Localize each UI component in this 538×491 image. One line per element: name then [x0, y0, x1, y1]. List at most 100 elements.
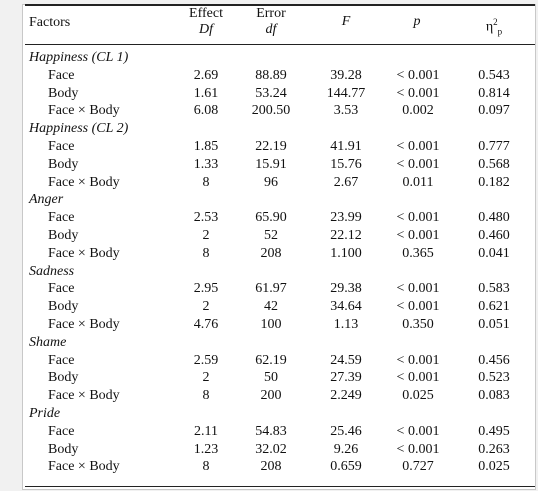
header-p: p — [413, 14, 421, 29]
error-df-cell: 200.50 — [251, 103, 291, 119]
anova-table — [22, 4, 536, 490]
table-row: Body 1.61 53.24 144.77 < 0.001 0.814 — [0, 85, 538, 102]
factor-cell: Face × Body — [48, 317, 120, 332]
f-value-cell: 9.26 — [333, 441, 359, 457]
section-title: Sadness — [29, 263, 75, 279]
f-value-cell: 39.28 — [330, 67, 362, 83]
eta-squared-cell: 0.480 — [478, 210, 510, 226]
p-value-cell: < 0.001 — [396, 67, 440, 83]
error-df-cell: 22.19 — [255, 139, 287, 154]
header-effect-df: Effect Df — [178, 6, 234, 38]
p-value-cell: < 0.001 — [396, 299, 440, 315]
eta-squared-cell: 0.025 — [478, 459, 510, 475]
error-df-cell: 200 — [260, 388, 282, 404]
factor-cell: Body — [48, 370, 79, 386]
f-value-cell: 0.659 — [330, 459, 362, 475]
factor-cell: Body — [48, 441, 79, 457]
p-value-cell: < 0.001 — [396, 370, 440, 386]
p-value-cell: < 0.001 — [396, 85, 440, 101]
f-value-cell: 22.12 — [330, 228, 362, 243]
p-value-cell: 0.727 — [402, 459, 434, 475]
f-value-cell: 2.249 — [330, 388, 362, 404]
factor-cell: Face × Body — [48, 388, 120, 404]
table-row: Body 1.23 32.02 9.26 < 0.001 0.263 — [0, 441, 538, 458]
p-value-cell: 0.011 — [402, 174, 434, 190]
factor-cell: Face — [48, 352, 75, 368]
header-eta-sup: 2 — [493, 17, 498, 27]
effect-df-cell: 2.53 — [193, 210, 219, 226]
error-df-cell: 65.90 — [255, 210, 287, 226]
factor-cell: Body — [48, 85, 79, 101]
f-value-cell: 41.91 — [330, 139, 362, 154]
effect-df-cell: 2.59 — [193, 352, 219, 368]
eta-squared-cell: 0.814 — [478, 85, 510, 101]
header-f: F — [341, 14, 351, 29]
effect-df-cell: 8 — [202, 174, 210, 190]
factor-cell: Body — [48, 299, 79, 315]
f-value-cell: 2.67 — [333, 174, 359, 190]
error-df-cell: 54.83 — [255, 423, 287, 439]
header-bottom-rule — [25, 44, 535, 45]
table-row: Face × Body 4.76 100 1.13 0.350 0.051 — [0, 316, 538, 333]
error-df-cell: 50 — [264, 370, 278, 386]
factor-cell: Face × Body — [48, 459, 120, 475]
eta-squared-cell: 0.051 — [478, 317, 510, 332]
header-eta-sub: p — [497, 26, 503, 37]
p-value-cell: < 0.001 — [396, 441, 440, 457]
p-value-cell: < 0.001 — [396, 281, 440, 297]
header-effect-label: Effect — [189, 6, 223, 21]
table-row: Body 2 50 27.39 < 0.001 0.523 — [0, 369, 538, 386]
f-value-cell: 1.13 — [333, 317, 359, 332]
eta-squared-cell: 0.097 — [478, 103, 510, 119]
f-value-cell: 1.100 — [330, 245, 362, 261]
section-title: Happiness (CL 2) — [29, 121, 129, 137]
effect-df-cell: 8 — [202, 245, 210, 261]
error-df-cell: 42 — [264, 299, 278, 315]
table-row: Body 1.33 15.91 15.76 < 0.001 0.568 — [0, 156, 538, 173]
error-df-cell: 96 — [264, 174, 278, 190]
effect-df-cell: 2.11 — [194, 423, 218, 439]
eta-squared-cell: 0.777 — [478, 139, 510, 154]
p-value-cell: < 0.001 — [396, 352, 440, 368]
table-row: Face 1.85 22.19 41.91 < 0.001 0.777 — [0, 138, 538, 155]
table-row: Face × Body 8 200 2.249 0.025 0.083 — [0, 387, 538, 404]
error-df-cell: 52 — [264, 228, 278, 243]
f-value-cell: 29.38 — [330, 281, 362, 297]
effect-df-cell: 8 — [202, 459, 210, 475]
table-top-rule — [25, 4, 535, 6]
table-row: Body 2 42 34.64 < 0.001 0.621 — [0, 298, 538, 315]
effect-df-cell: 1.33 — [193, 156, 219, 172]
header-factors: Factors — [29, 15, 71, 30]
p-value-cell: < 0.001 — [396, 228, 440, 243]
eta-squared-cell: 0.523 — [478, 370, 510, 386]
eta-squared-cell: 0.182 — [478, 174, 510, 190]
p-value-cell: 0.002 — [402, 103, 434, 119]
eta-squared-cell: 0.621 — [478, 299, 510, 315]
factor-cell: Face — [48, 67, 75, 83]
eta-squared-cell: 0.568 — [478, 156, 510, 172]
effect-df-cell: 6.08 — [193, 103, 219, 119]
header-error-df-label: df — [265, 22, 277, 37]
table-row: Face 2.11 54.83 25.46 < 0.001 0.495 — [0, 423, 538, 440]
effect-df-cell: 1.61 — [193, 85, 219, 101]
p-value-cell: 0.025 — [402, 388, 434, 404]
factor-cell: Face × Body — [48, 174, 120, 190]
factor-cell: Face — [48, 281, 75, 297]
factor-cell: Face — [48, 210, 75, 226]
factor-cell: Body — [48, 228, 79, 243]
p-value-cell: 0.350 — [402, 317, 434, 332]
error-df-cell: 53.24 — [255, 85, 287, 101]
header-error-df: Error df — [243, 6, 299, 38]
header-effect-df-label: Df — [199, 22, 213, 37]
section-title: Anger — [29, 192, 64, 208]
factor-cell: Body — [48, 156, 79, 172]
p-value-cell: 0.365 — [402, 245, 434, 261]
effect-df-cell: 2.95 — [193, 281, 219, 297]
effect-df-cell: 4.76 — [193, 317, 219, 332]
error-df-cell: 208 — [260, 459, 282, 475]
table-row: Face × Body 8 208 0.659 0.727 0.025 — [0, 458, 538, 475]
effect-df-cell: 2 — [202, 299, 210, 315]
eta-squared-cell: 0.456 — [478, 352, 510, 368]
f-value-cell: 144.77 — [326, 85, 366, 101]
f-value-cell: 25.46 — [330, 423, 362, 439]
